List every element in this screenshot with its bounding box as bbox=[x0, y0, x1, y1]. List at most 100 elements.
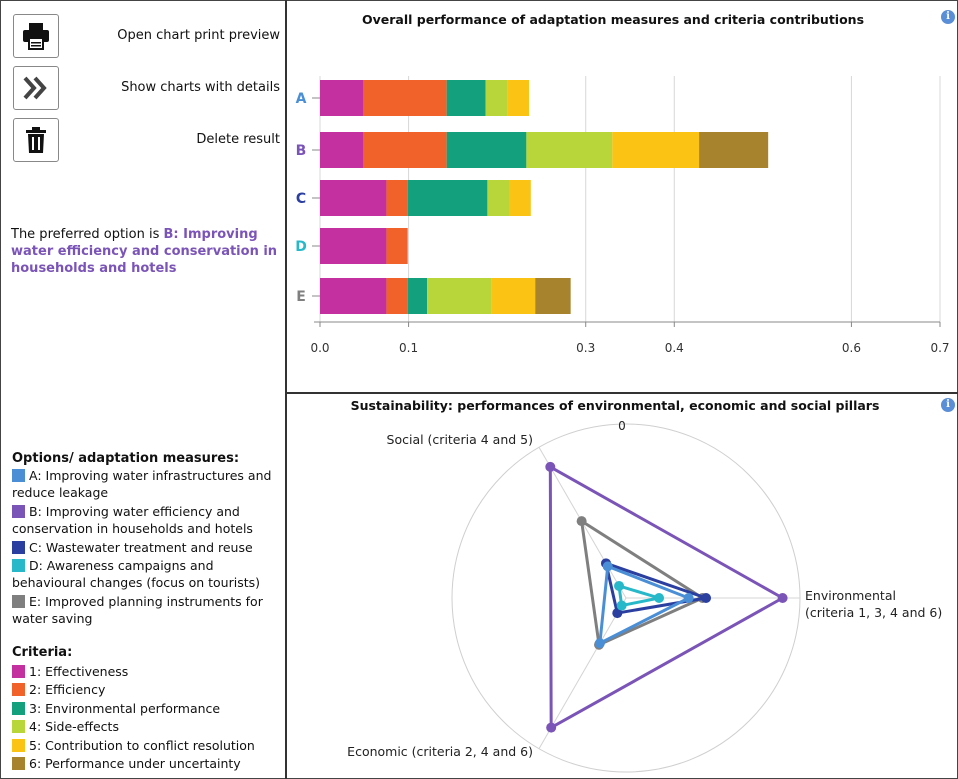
radar-point bbox=[602, 561, 613, 572]
legend-swatch bbox=[12, 720, 25, 733]
bar-chart-title: Overall performance of adaptation measur… bbox=[362, 12, 864, 27]
bar-segment bbox=[386, 228, 408, 264]
bar-segment bbox=[535, 278, 571, 314]
x-tick-label: 0.7 bbox=[930, 341, 949, 355]
x-tick-label: 0.0 bbox=[310, 341, 329, 355]
bar-segment bbox=[612, 132, 700, 168]
radar-series-line bbox=[548, 465, 785, 730]
radar-chart: Sustainability: performances of environm… bbox=[347, 398, 942, 773]
y-tick-label: A bbox=[296, 91, 307, 107]
bar-segment bbox=[407, 278, 428, 314]
criteria-legend-item: 1: Effectiveness bbox=[12, 663, 282, 680]
legend-label: 3: Environmental performance bbox=[29, 701, 221, 716]
radar-point bbox=[777, 593, 788, 603]
bar-segment bbox=[491, 278, 536, 314]
bar-segment bbox=[363, 80, 447, 116]
radar-point bbox=[683, 593, 694, 603]
legend-swatch bbox=[12, 702, 25, 715]
bar-segment bbox=[363, 132, 447, 168]
y-tick-label: E bbox=[296, 289, 306, 305]
legend-swatch bbox=[12, 559, 25, 572]
criteria-legend-item: 5: Contribution to conflict resolution bbox=[12, 737, 282, 754]
radar-series-line bbox=[580, 519, 705, 647]
legend-label: 1: Effectiveness bbox=[29, 664, 129, 679]
criteria-legend-item: 3: Environmental performance bbox=[12, 700, 282, 717]
bar-segment bbox=[386, 180, 408, 216]
legend-swatch bbox=[12, 739, 25, 752]
print-preview-button[interactable] bbox=[13, 14, 59, 58]
bar-segment bbox=[446, 80, 486, 116]
radar-center-label: 0 bbox=[618, 419, 626, 433]
radar-series-line bbox=[604, 561, 708, 615]
legend-swatch bbox=[12, 541, 25, 554]
criteria-legend-title: Criteria: bbox=[12, 645, 73, 660]
legend-swatch bbox=[12, 683, 25, 696]
legend-swatch bbox=[12, 595, 25, 608]
radar-point bbox=[546, 722, 557, 733]
radar-point bbox=[594, 638, 605, 649]
y-tick-label: D bbox=[295, 239, 307, 255]
bar-segment bbox=[320, 180, 387, 216]
x-tick-label: 0.3 bbox=[576, 341, 595, 355]
legend-swatch bbox=[12, 757, 25, 770]
radar-axis-label: Environmental bbox=[805, 588, 896, 603]
options-legend-title: Options/ adaptation measures: bbox=[12, 451, 240, 466]
legend-label: 2: Efficiency bbox=[29, 682, 106, 697]
bar-segment bbox=[320, 228, 387, 264]
bar-segment bbox=[507, 80, 530, 116]
double-chevron-right-icon bbox=[23, 76, 47, 100]
show-details-button[interactable] bbox=[13, 66, 59, 110]
legend-swatch bbox=[12, 505, 25, 518]
show-details-label[interactable]: Show charts with details bbox=[121, 80, 280, 95]
radar-point bbox=[654, 593, 665, 603]
radar-chart-info-icon[interactable]: i bbox=[941, 398, 955, 412]
panel-divider-horizontal bbox=[286, 392, 958, 394]
bar-segment bbox=[509, 180, 531, 216]
options-legend-item: B: Improving water efficiency and conser… bbox=[12, 503, 282, 537]
options-legend-item: D: Awareness campaigns and behavioural c… bbox=[12, 557, 282, 591]
radar-point bbox=[616, 600, 627, 611]
y-tick-label: B bbox=[296, 143, 307, 159]
legend-label: D: Awareness campaigns and behavioural c… bbox=[12, 558, 261, 590]
options-legend-item: A: Improving water infrastructures and r… bbox=[12, 467, 282, 501]
x-tick-label: 0.4 bbox=[665, 341, 684, 355]
bar-segment bbox=[485, 80, 508, 116]
criteria-legend-item: 4: Side-effects bbox=[12, 718, 282, 735]
preferred-option-prefix: The preferred option is bbox=[11, 227, 164, 242]
radar-series-line bbox=[617, 584, 661, 608]
panel-divider-vertical bbox=[285, 0, 287, 779]
preferred-option-text: The preferred option is B: Improving wat… bbox=[11, 226, 281, 277]
printer-icon bbox=[23, 23, 49, 50]
bar-segment bbox=[407, 180, 488, 216]
options-legend-item: C: Wastewater treatment and reuse bbox=[12, 539, 282, 556]
radar-point bbox=[701, 593, 712, 603]
x-tick-label: 0.6 bbox=[842, 341, 861, 355]
radar-chart-title: Sustainability: performances of environm… bbox=[351, 398, 880, 413]
radar-point bbox=[576, 516, 587, 527]
legend-label: C: Wastewater treatment and reuse bbox=[29, 540, 253, 555]
radar-axis-label: (criteria 1, 3, 4 and 6) bbox=[805, 605, 942, 620]
criteria-legend-item: 2: Efficiency bbox=[12, 681, 282, 698]
bar-segment bbox=[320, 278, 387, 314]
radar-point bbox=[614, 580, 625, 591]
bar-segment bbox=[446, 132, 527, 168]
bar-segment bbox=[320, 132, 364, 168]
legend-label: B: Improving water efficiency and conser… bbox=[12, 504, 253, 536]
bar-segment bbox=[699, 132, 769, 168]
radar-series-line bbox=[598, 564, 691, 645]
bar-chart-info-icon[interactable]: i bbox=[941, 10, 955, 24]
bar-segment bbox=[386, 278, 408, 314]
x-tick-label: 0.1 bbox=[399, 341, 418, 355]
delete-result-button[interactable] bbox=[13, 118, 59, 162]
print-preview-label[interactable]: Open chart print preview bbox=[117, 28, 280, 43]
bar-segment bbox=[487, 180, 510, 216]
legend-swatch bbox=[12, 469, 25, 482]
bar-segment bbox=[320, 80, 364, 116]
radar-axis-label: Social (criteria 4 and 5) bbox=[387, 432, 533, 447]
trash-icon bbox=[26, 127, 46, 153]
radar-point bbox=[612, 608, 623, 619]
delete-result-label[interactable]: Delete result bbox=[196, 132, 280, 147]
bar-segment bbox=[427, 278, 492, 314]
criteria-legend-item: 6: Performance under uncertainty bbox=[12, 755, 282, 772]
legend-label: E: Improved planning instruments for wat… bbox=[12, 594, 263, 626]
